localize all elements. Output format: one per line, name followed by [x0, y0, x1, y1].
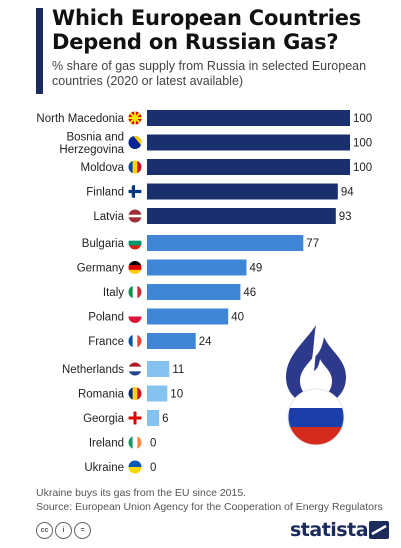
bar-moldova	[147, 159, 350, 175]
value-label-bulgaria: 77	[306, 238, 319, 250]
value-label-georgia: 6	[162, 413, 168, 425]
country-label-latvia: Latvia	[93, 211, 124, 223]
romania-flag-icon	[128, 387, 142, 400]
country-label-france: France	[88, 336, 124, 348]
country-label-italy: Italy	[103, 287, 124, 299]
bar-poland	[147, 308, 229, 325]
statista-logo[interactable]: statista	[290, 519, 369, 541]
ireland-flag-icon	[128, 436, 142, 449]
value-label-poland: 40	[231, 312, 244, 324]
bulgaria-flag-icon	[128, 236, 142, 250]
country-label-ukraine: Ukraine	[84, 462, 124, 474]
license-icons: cc i =	[36, 522, 91, 539]
poland-flag-icon	[128, 310, 142, 323]
chart-subtitle: % share of gas supply from Russia in sel…	[52, 59, 367, 88]
italy-flag-icon	[128, 285, 142, 299]
country-label-ireland: Ireland	[89, 438, 124, 450]
country-label-georgia: Georgia	[83, 413, 125, 425]
bar-georgia	[147, 410, 160, 426]
statista-logo-mark	[369, 521, 389, 539]
country-label-bulgaria: Bulgaria	[82, 238, 125, 250]
finland-flag-icon	[128, 185, 142, 198]
value-label-france: 24	[199, 336, 212, 348]
bar-france	[147, 333, 196, 349]
country-label-romania: Romania	[78, 389, 125, 401]
bar-latvia	[147, 208, 336, 224]
country-label-netherlands: Netherlands	[62, 364, 124, 376]
france-flag-icon	[128, 334, 142, 348]
germany-flag-icon	[128, 261, 142, 274]
netherlands-flag-icon	[128, 362, 142, 376]
value-label-latvia: 93	[339, 211, 352, 223]
bar-north-macedonia	[147, 110, 350, 126]
country-label-north-macedonia: North Macedonia	[36, 113, 124, 125]
bar-germany	[147, 259, 247, 276]
bar-netherlands	[147, 361, 170, 377]
value-label-netherlands: 11	[172, 364, 184, 376]
moldova-flag-icon	[128, 160, 142, 174]
value-label-ireland: 0	[150, 438, 156, 450]
country-label-poland: Poland	[88, 312, 124, 324]
value-label-romania: 10	[170, 389, 183, 401]
ukraine-flag-icon	[128, 460, 142, 474]
attribution-icon[interactable]: i	[55, 522, 72, 539]
bosnia-flag-icon	[128, 136, 142, 149]
cc-license-icon[interactable]: cc	[36, 522, 53, 539]
value-label-bosnia-and-herzegovina: 100	[353, 138, 372, 150]
value-label-finland: 94	[341, 187, 354, 199]
value-label-germany: 49	[249, 263, 262, 275]
title-accent-bar	[36, 8, 43, 94]
value-label-north-macedonia: 100	[353, 113, 372, 125]
country-label-bosnia-and-herzegovina: Bosnia and Herzegovina	[59, 132, 124, 157]
country-label-finland: Finland	[86, 187, 124, 199]
bar-bosnia-and-herzegovina	[147, 134, 350, 151]
source-note: Source: European Union Agency for the Co…	[36, 501, 383, 513]
no-derivatives-icon[interactable]: =	[74, 522, 91, 539]
country-label-germany: Germany	[77, 263, 125, 275]
gas-flame-russia-flag-icon	[286, 325, 346, 446]
value-label-moldova: 100	[353, 162, 372, 174]
value-label-italy: 46	[243, 287, 256, 299]
bar-romania	[147, 385, 168, 402]
chart-title: Which European Countries Depend on Russi…	[52, 6, 362, 54]
north-macedonia-flag-icon	[128, 111, 142, 125]
georgia-flag-icon	[128, 411, 142, 425]
bar-bulgaria	[147, 235, 304, 251]
footnote: Ukraine buys its gas from the EU since 2…	[36, 487, 247, 499]
bar-italy	[147, 284, 241, 300]
latvia-flag-icon	[128, 209, 142, 223]
country-label-moldova: Moldova	[81, 162, 125, 174]
bar-finland	[147, 183, 338, 200]
value-label-ukraine: 0	[150, 462, 156, 474]
